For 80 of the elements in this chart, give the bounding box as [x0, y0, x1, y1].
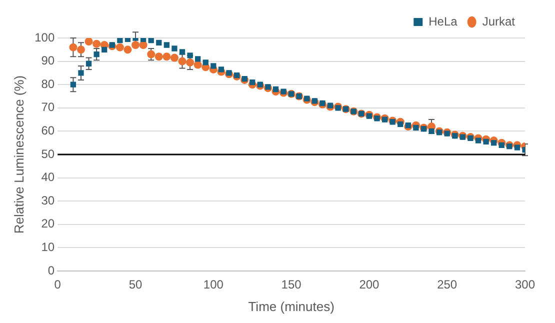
point [154, 52, 163, 61]
point [76, 46, 85, 54]
legend-label: Jurkat [482, 14, 516, 28]
point [124, 46, 132, 54]
point [444, 130, 450, 136]
point [483, 138, 489, 145]
point [132, 40, 140, 49]
point [257, 82, 263, 88]
y-tick-label: 30 [41, 193, 55, 208]
point [420, 126, 427, 132]
x-tick-label: 300 [514, 278, 536, 292]
point [147, 50, 156, 58]
point [117, 38, 123, 44]
point [92, 40, 101, 48]
point [94, 51, 100, 58]
point [250, 79, 256, 86]
point [186, 58, 194, 66]
point [162, 52, 171, 61]
point [78, 70, 84, 76]
point [164, 42, 170, 48]
y-tick-label: 50 [41, 146, 55, 161]
point [187, 52, 193, 58]
point [218, 66, 224, 72]
point [374, 116, 380, 122]
point [272, 86, 279, 92]
point [413, 124, 419, 131]
point [172, 46, 178, 52]
point [170, 54, 178, 62]
point [179, 49, 186, 55]
point [86, 60, 92, 66]
y-tick-label: 10 [41, 240, 55, 254]
point [109, 42, 115, 48]
point [436, 130, 442, 136]
point [116, 43, 124, 52]
point [452, 133, 458, 139]
point [382, 116, 388, 122]
y-tick-label: 100 [34, 30, 55, 44]
legend-label: HeLa [428, 14, 458, 28]
point [265, 84, 271, 90]
x-tick-label: 150 [281, 278, 302, 292]
point [498, 142, 504, 148]
y-tick-label: 60 [41, 124, 55, 138]
point [460, 134, 466, 140]
point [506, 144, 512, 150]
x-tick-label: 250 [437, 278, 458, 292]
y-tick-label: 20 [41, 216, 55, 231]
point [70, 82, 76, 88]
point [514, 144, 520, 150]
x-tick-label: 100 [203, 278, 224, 292]
point [390, 119, 396, 125]
point [405, 122, 411, 128]
point [102, 46, 108, 52]
y-axis-title: Relative Luminescence (%) [11, 75, 26, 234]
point [226, 70, 232, 76]
y-tick-label: 80 [41, 76, 55, 91]
x-axis-title: Time (minutes) [248, 298, 334, 314]
y-tick-label: 90 [41, 54, 55, 68]
x-tick-label: 50 [128, 278, 143, 292]
point [156, 40, 162, 46]
point [491, 140, 497, 146]
point [428, 128, 434, 134]
point [475, 138, 482, 144]
point [304, 96, 310, 102]
point [366, 113, 372, 119]
y-tick-label: 40 [41, 170, 55, 184]
y-tick-label: 0 [48, 263, 55, 278]
point [178, 57, 186, 66]
point [84, 38, 93, 46]
point [210, 63, 216, 69]
point [398, 121, 404, 128]
y-tick-label: 70 [41, 100, 55, 114]
point [327, 102, 334, 108]
point [335, 105, 341, 111]
point [195, 56, 201, 62]
x-tick-label: 200 [359, 278, 380, 292]
point [148, 38, 154, 44]
point [312, 98, 318, 104]
point [69, 43, 78, 52]
point [202, 60, 208, 66]
point [280, 88, 286, 94]
